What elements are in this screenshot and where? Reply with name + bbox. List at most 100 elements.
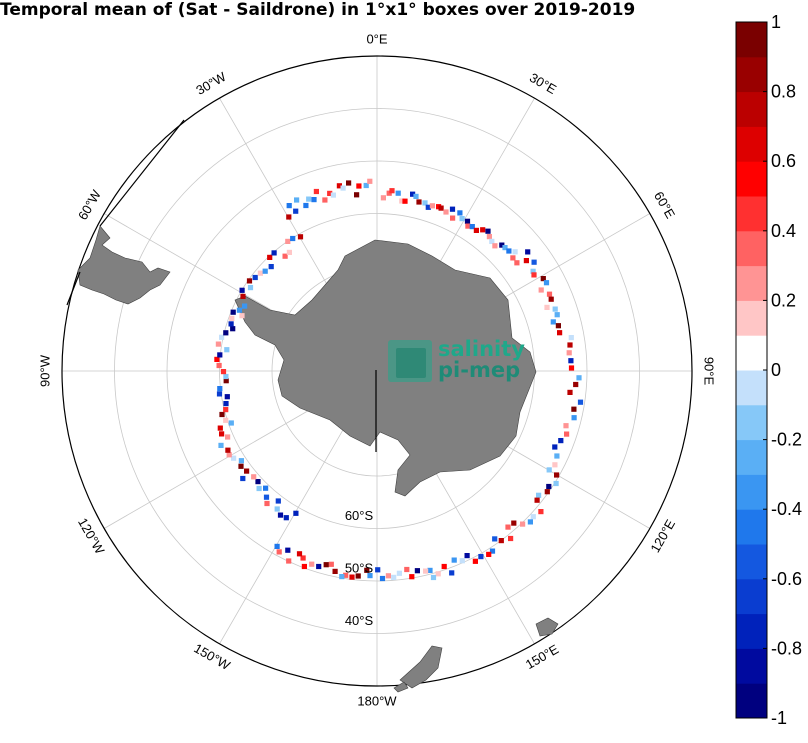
latitude-label: 60°S [345,508,374,523]
data-cell [330,192,336,198]
colorbar-tick-label: 0.6 [771,151,796,171]
colorbar-swatch [736,126,767,162]
data-cell [410,191,416,197]
data-cell [220,369,227,375]
colorbar-swatch [736,22,767,58]
data-cell [568,335,574,341]
data-cell [395,190,401,196]
longitude-label: 60°E [651,189,678,221]
data-cell [566,350,572,356]
data-cell [339,574,345,580]
data-cell [523,258,529,264]
logo-line-2: pi-mep [438,358,520,382]
longitude-label: 180°W [357,693,397,708]
longitude-label: 90°E [702,357,717,386]
data-cell [564,431,570,437]
data-cell [225,447,231,453]
data-cell [534,497,540,503]
data-cell [573,381,579,388]
data-cell [508,535,514,542]
data-cell [416,199,422,205]
data-cell [422,200,428,206]
data-cell [309,561,315,567]
data-cell [379,575,386,582]
data-cell [230,309,236,315]
data-cell [553,480,559,487]
data-cell [216,391,223,397]
land-masses [66,119,559,693]
data-cell [215,341,221,347]
data-cell [296,551,303,557]
data-cell [435,571,441,577]
data-cell [563,423,569,429]
data-cell [223,373,229,380]
data-cell [285,238,291,244]
colorbar-tick-label: -0.4 [771,499,802,519]
data-cell [498,538,504,544]
data-cell [283,515,289,521]
data-cell [286,203,292,209]
longitude-label: 150°E [523,641,562,672]
data-cell [546,483,552,490]
data-cell [238,458,244,464]
colorbar-tick-label: -0.8 [771,638,802,658]
colorbar-swatch [736,613,767,649]
data-cell [316,563,322,570]
data-cell [256,485,262,492]
data-cell [375,567,381,573]
longitude-label: 30°E [527,70,559,97]
colorbar-tick-label: -0.2 [771,430,802,450]
data-cell [396,570,402,576]
data-cell [264,500,270,507]
data-cell [354,192,360,198]
data-cell [364,567,370,573]
data-cell [558,438,564,444]
data-cell [557,330,563,336]
data-cell [489,238,495,244]
colorbar-swatch [736,230,767,267]
salinity-pi-mep-logo: salinity pi-mep [388,337,525,382]
data-cell [223,378,229,384]
data-cell [530,514,536,520]
data-cell [240,293,246,299]
data-cell [297,234,304,240]
data-cell [274,543,280,549]
data-cell [546,291,553,297]
data-cell [263,485,269,491]
data-cell [282,253,288,259]
longitude-label: 60°W [75,187,104,223]
data-cell [239,287,245,293]
data-cell [219,431,225,437]
longitude-label: 0°E [366,31,387,46]
data-cell [224,347,230,353]
data-cell [527,519,533,525]
data-cell [239,313,245,319]
latitude-label: 50°S [345,560,374,575]
data-cell [277,512,284,518]
data-cell [577,399,584,405]
data-cell [263,494,270,500]
data-cell [402,198,408,204]
data-cell [228,321,234,327]
data-cell [514,260,520,266]
data-cell [217,352,223,358]
data-cell [219,411,225,418]
data-cell [217,425,223,431]
data-cell [367,178,373,184]
data-cell [294,197,300,203]
data-cell [389,188,395,194]
data-cell [391,574,397,580]
data-cell [425,204,431,210]
data-cell [242,303,248,309]
data-cell [285,547,291,553]
data-cell [449,570,455,576]
colorbar-swatch [736,474,767,510]
data-cell [450,215,456,221]
data-cell [225,434,231,440]
meridian-line [104,396,332,529]
data-cell [473,227,479,233]
data-cell [441,563,447,570]
data-cell [223,417,229,423]
data-cell [555,323,561,329]
data-cell [478,554,484,560]
